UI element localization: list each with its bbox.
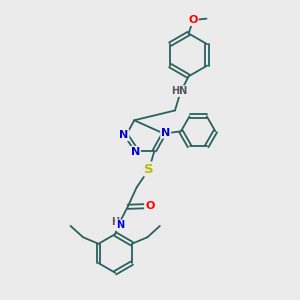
Text: O: O bbox=[145, 201, 154, 211]
Text: N: N bbox=[116, 220, 124, 230]
Text: O: O bbox=[188, 15, 198, 25]
Text: S: S bbox=[144, 163, 154, 176]
Text: H: H bbox=[111, 217, 119, 227]
Text: N: N bbox=[131, 147, 140, 157]
Text: N: N bbox=[119, 130, 128, 140]
Text: HN: HN bbox=[171, 86, 187, 96]
Text: N: N bbox=[161, 128, 170, 138]
